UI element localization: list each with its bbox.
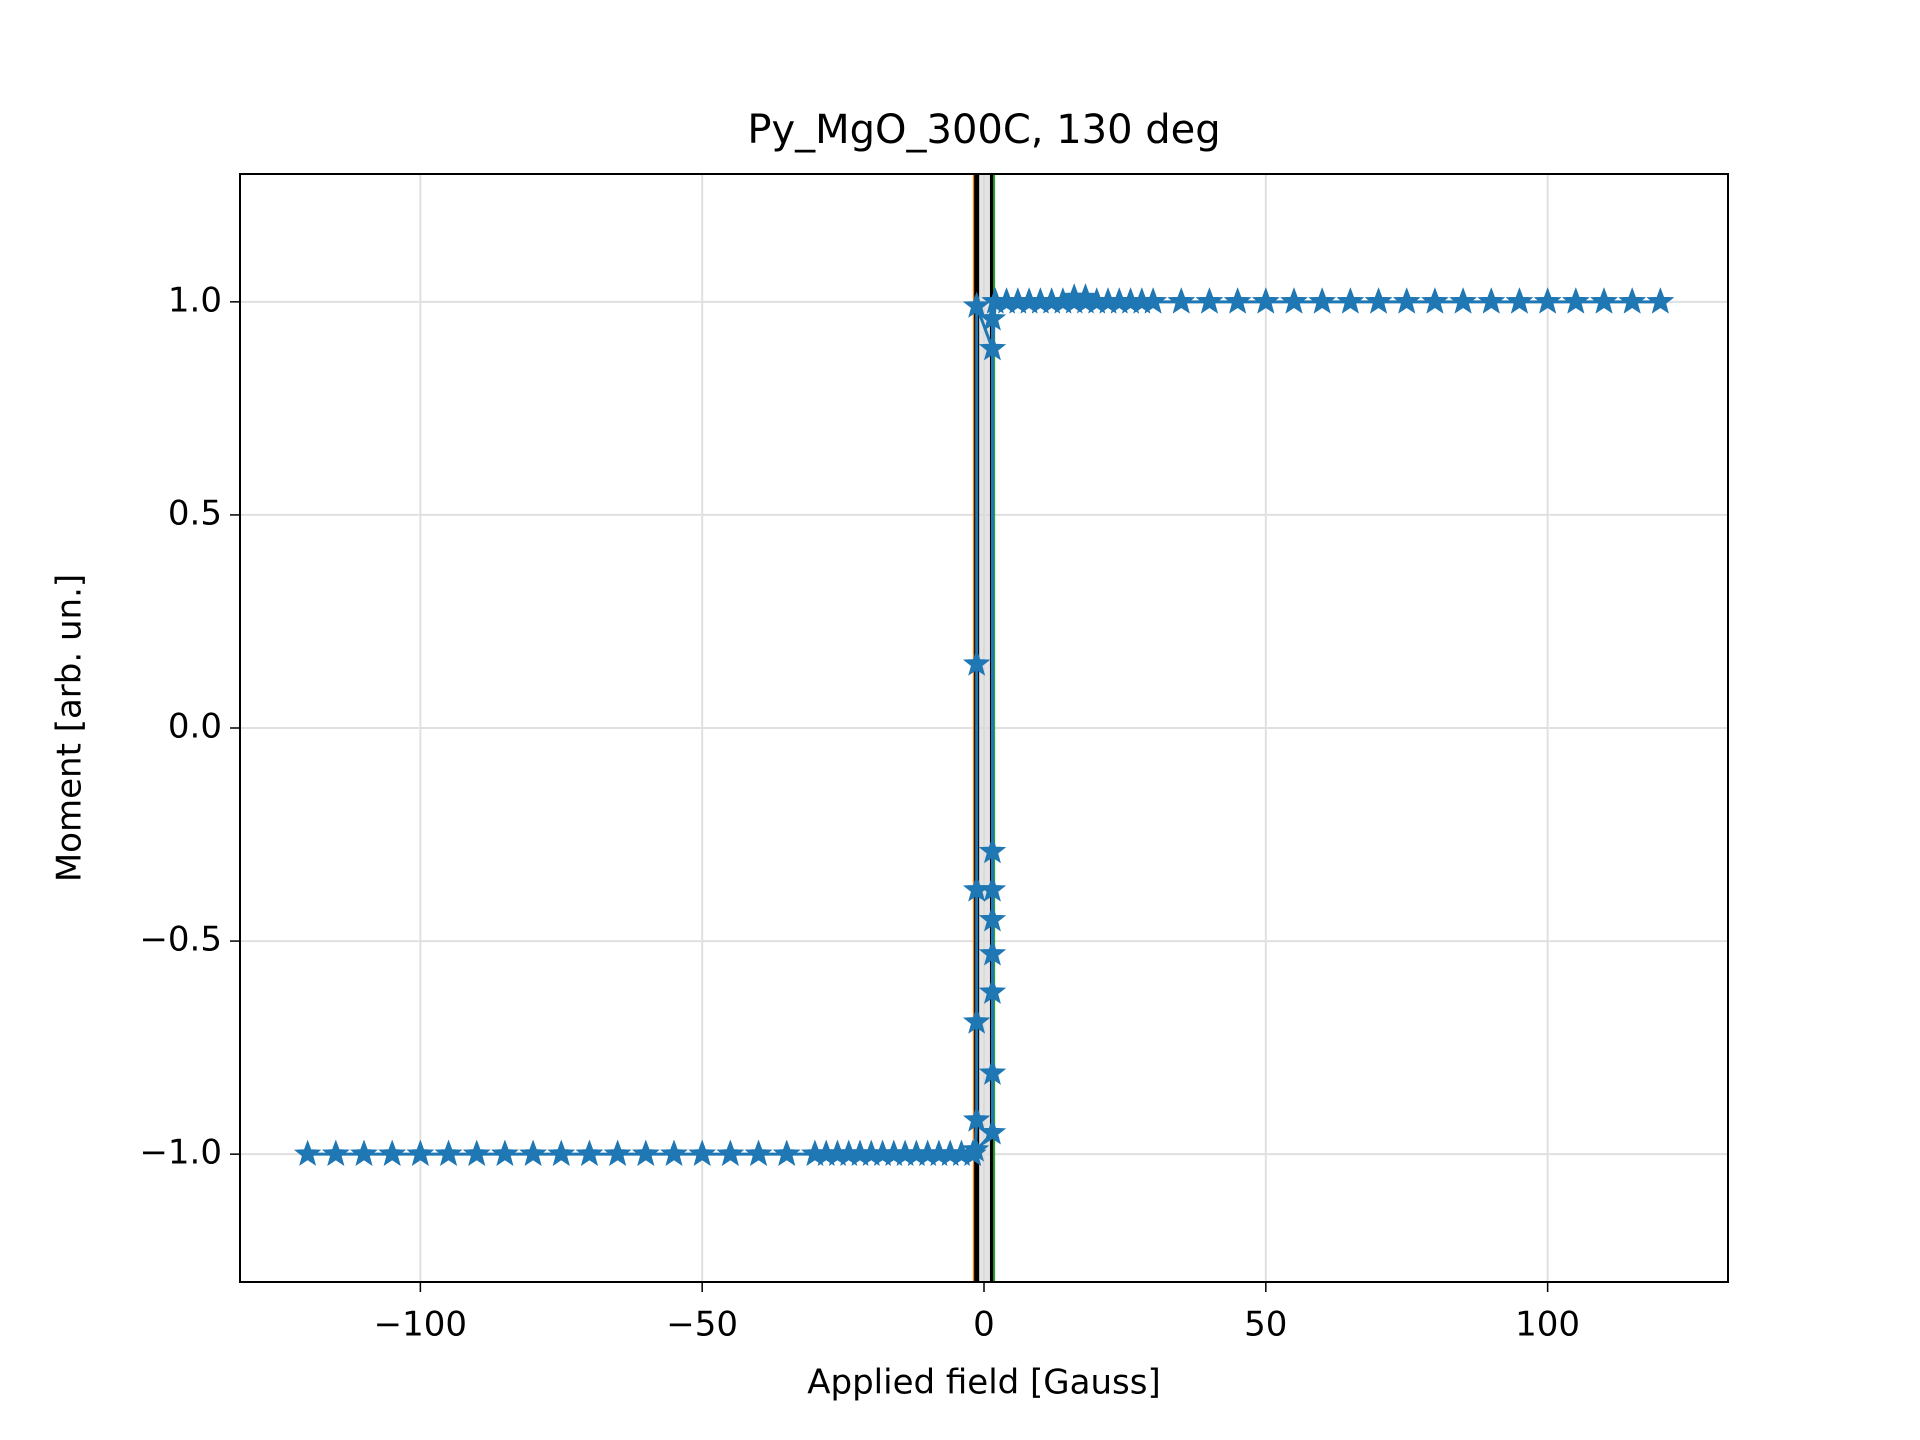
data-point	[463, 1139, 491, 1166]
data-point	[978, 837, 1007, 864]
plot-frame	[239, 173, 1729, 1283]
data-point	[978, 875, 1007, 902]
data-point	[350, 1139, 378, 1166]
data-point	[978, 304, 1007, 331]
data-point	[378, 1139, 406, 1166]
data-point	[1562, 287, 1590, 314]
data-point	[1393, 287, 1421, 314]
data-point	[1336, 287, 1365, 314]
data-point	[959, 1139, 987, 1166]
x-tick-label: 0	[973, 1305, 995, 1345]
x-tick-label: 50	[1244, 1305, 1287, 1345]
data-point	[978, 334, 1007, 361]
data-point	[434, 1139, 463, 1166]
data-point	[519, 1139, 547, 1166]
data-point	[716, 1139, 745, 1166]
data-point	[773, 1139, 801, 1166]
y-tick-label: 0.5	[168, 493, 222, 533]
data-point	[603, 1139, 632, 1166]
data-point	[293, 1139, 322, 1166]
data-point	[688, 1139, 716, 1166]
data-point	[962, 649, 991, 676]
y-tick-label: 1.0	[168, 280, 222, 320]
data-point	[1505, 287, 1534, 314]
data-point	[744, 1139, 773, 1166]
data-point	[547, 1139, 575, 1166]
data-point	[1646, 287, 1675, 314]
y-tick-label: −0.5	[139, 920, 222, 960]
data-point	[322, 1139, 350, 1166]
data-point	[1590, 287, 1618, 314]
x-tick-label: −50	[666, 1305, 738, 1345]
data-point	[1477, 287, 1505, 314]
data-point	[1618, 287, 1646, 314]
data-point	[1139, 287, 1167, 314]
data-point	[962, 291, 991, 318]
data-point	[978, 1058, 1007, 1085]
data-point	[1421, 287, 1449, 314]
y-axis-label: Moment [arb. un.]	[50, 574, 90, 882]
data-point	[491, 1139, 519, 1166]
data-point	[575, 1139, 604, 1166]
data-point	[1195, 287, 1224, 314]
y-tick-label: 0.0	[168, 707, 222, 747]
x-tick-label: 100	[1515, 1305, 1580, 1345]
data-point	[1223, 287, 1252, 314]
data-point	[978, 977, 1007, 1004]
data-point	[406, 1139, 435, 1166]
data-point	[1364, 287, 1393, 314]
data-point	[962, 1007, 991, 1034]
chart-title: Py_MgO_300C, 130 deg	[747, 107, 1220, 153]
data-point	[1252, 287, 1280, 314]
y-tick-label: −1.0	[139, 1133, 222, 1173]
data-point	[1449, 287, 1477, 314]
data-point	[660, 1139, 688, 1166]
data-point	[978, 905, 1007, 932]
data-point	[1280, 287, 1308, 314]
data-point	[1533, 287, 1562, 314]
data-point	[1308, 287, 1336, 314]
data-point	[978, 1118, 1007, 1145]
data-point	[632, 1139, 660, 1166]
data-point	[1167, 287, 1195, 314]
x-axis-label: Applied field [Gauss]	[807, 1363, 1160, 1403]
coercive-span	[976, 174, 993, 1282]
x-tick-label: −100	[374, 1305, 467, 1345]
data-point	[978, 939, 1007, 966]
data-point	[962, 1105, 991, 1132]
